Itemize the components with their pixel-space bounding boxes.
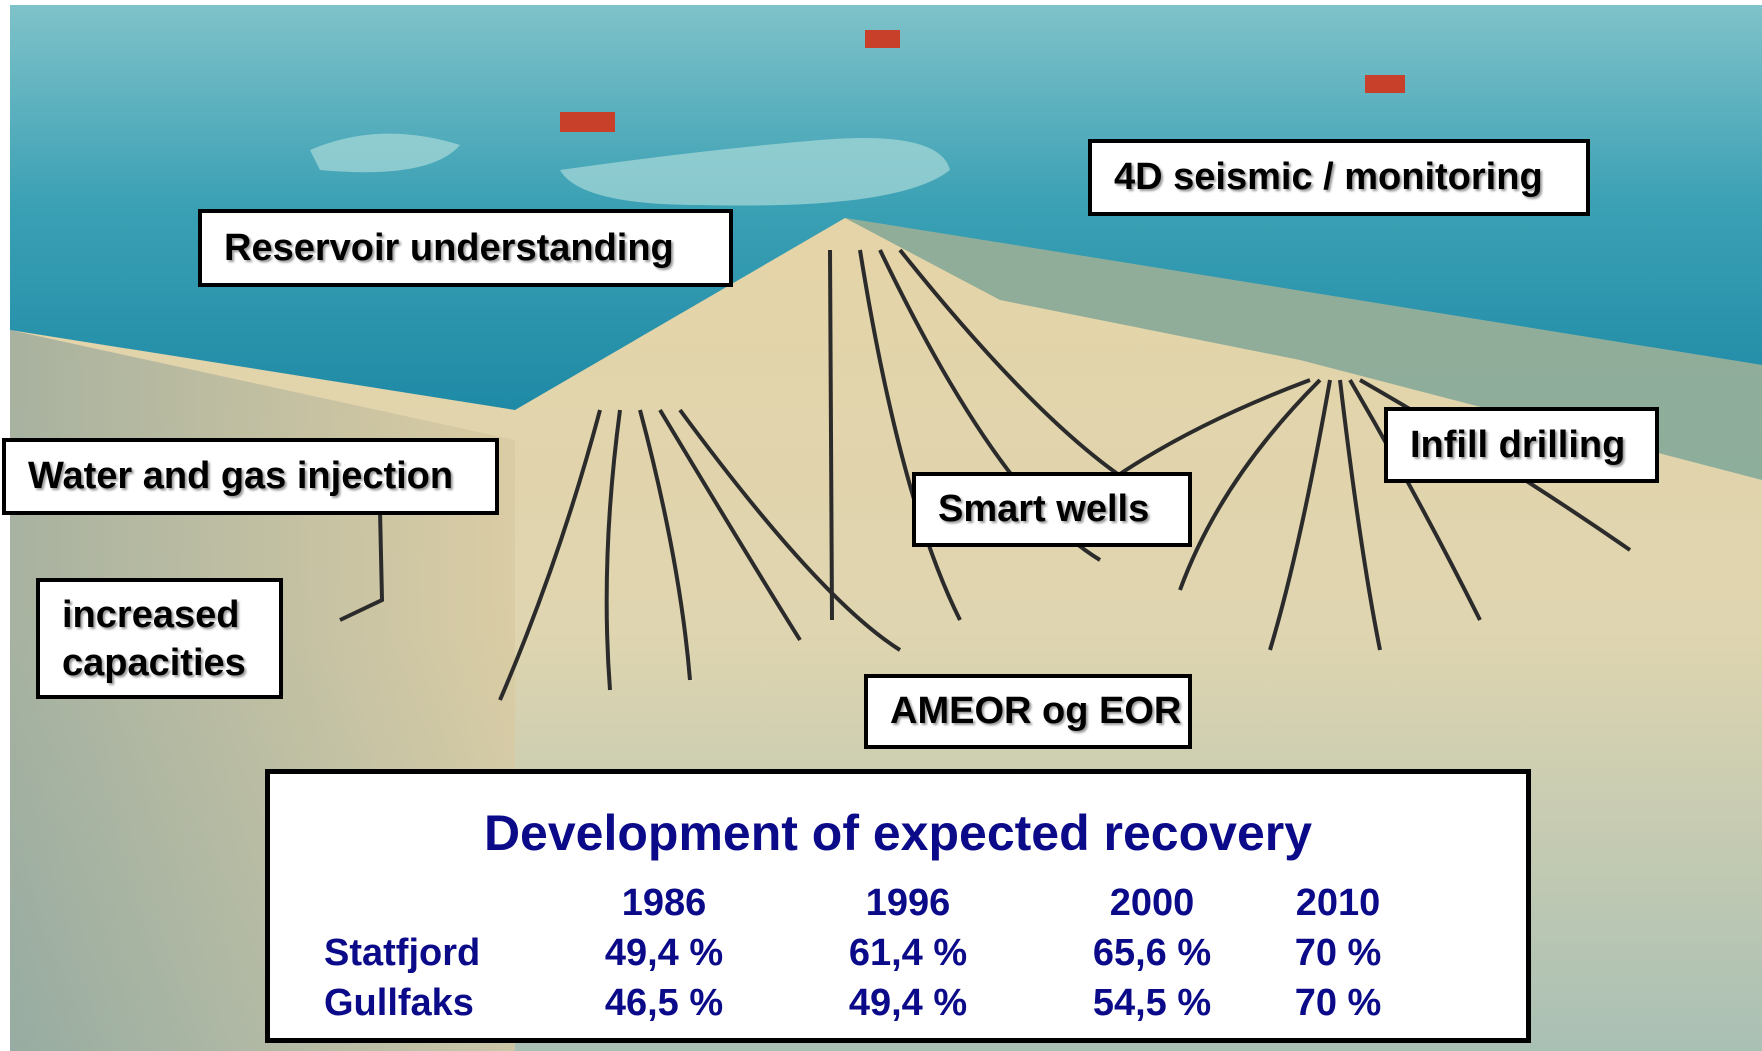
table-cell: 54,5 %	[1092, 982, 1212, 1024]
label-box: Infill drilling	[1384, 407, 1659, 483]
recovery-table: Development of expected recovery 1986 199…	[265, 769, 1531, 1043]
label-box: Water and gas injection	[2, 438, 499, 515]
sea-surface	[10, 5, 1762, 410]
label-box: Reservoir understanding	[198, 209, 733, 287]
label-line: increased	[62, 593, 240, 636]
table-title: Development of expected recovery	[483, 805, 1313, 861]
column-header: 1996	[865, 882, 951, 924]
label-box: AMEOR og EOR	[864, 674, 1192, 749]
table-cell: 46,5 %	[604, 982, 724, 1024]
column-header: 2000	[1109, 882, 1195, 924]
table-cell: 70 %	[1294, 932, 1382, 974]
label-box: 4D seismic / monitoring	[1088, 139, 1590, 216]
column-header: 1986	[621, 882, 707, 924]
platforms	[560, 30, 1405, 132]
table-cell: 49,4 %	[604, 932, 724, 974]
column-header: 2010	[1295, 882, 1381, 924]
table-cell: 70 %	[1294, 982, 1382, 1024]
table-cell: 65,6 %	[1092, 932, 1212, 974]
ice-patch	[310, 133, 950, 206]
table-cell: 49,4 %	[848, 982, 968, 1024]
label-box: Smart wells	[912, 472, 1192, 547]
row-label: Statfjord	[324, 932, 481, 974]
row-label: Gullfaks	[324, 982, 474, 1024]
label-line: capacities	[62, 641, 246, 684]
label-box: increased capacities	[36, 578, 283, 699]
table-cell: 61,4 %	[848, 932, 968, 974]
